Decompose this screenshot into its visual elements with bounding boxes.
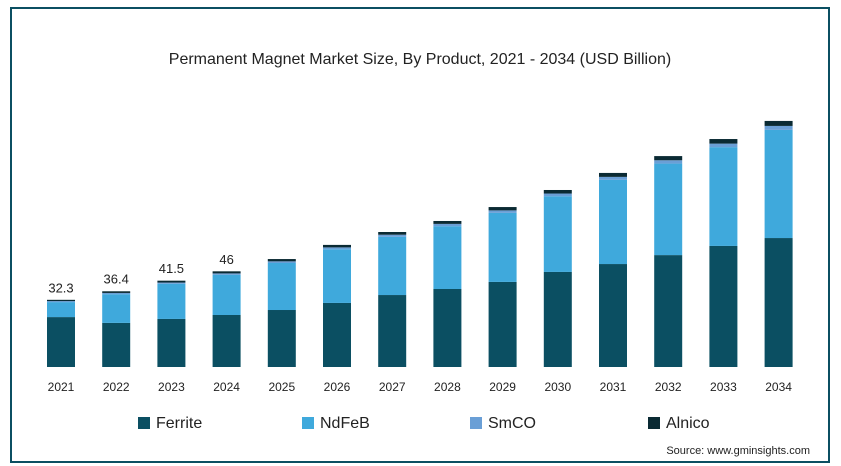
bar-segment: [267, 263, 296, 311]
x-tick-label: 2030: [544, 380, 571, 394]
bar-segment: [488, 212, 517, 282]
bar-segment: [543, 193, 572, 197]
legend-swatch: [138, 417, 150, 429]
x-tick-label: 2028: [434, 380, 461, 394]
bar-segment: [433, 289, 462, 367]
bar-segment: [157, 282, 186, 284]
bar-segment: [709, 143, 738, 148]
bar-segment: [323, 244, 351, 248]
x-tick-label: 2034: [765, 380, 792, 394]
x-tick-label: 2023: [158, 380, 185, 394]
bar-segment: [267, 310, 296, 367]
total-label: 41.5: [159, 261, 184, 276]
bar-segment: [599, 176, 627, 180]
legend-swatch: [302, 417, 314, 429]
bar-segment: [654, 163, 683, 256]
bar-segment: [157, 283, 186, 319]
bar-segment: [709, 245, 738, 367]
bar-segment: [543, 271, 572, 367]
bar-segment: [212, 271, 241, 274]
bar-segment: [157, 318, 186, 367]
bar-segment: [47, 317, 75, 367]
x-tick-label: 2025: [268, 380, 295, 394]
bar-segment: [488, 210, 517, 213]
bar-segment: [157, 280, 186, 283]
bar-segment: [543, 196, 572, 272]
bar-segment: [433, 226, 462, 289]
bar-segment: [212, 274, 241, 315]
bar-segment: [543, 189, 572, 194]
x-tick-label: 2029: [489, 380, 516, 394]
x-tick-label: 2021: [48, 380, 75, 394]
frame: [10, 7, 830, 463]
legend-label: SmCO: [488, 415, 536, 432]
total-label: 36.4: [104, 272, 129, 287]
bar-segment: [709, 147, 738, 246]
legend-swatch: [470, 417, 482, 429]
legend-label: NdFeB: [320, 415, 370, 432]
legend-label: Ferrite: [156, 415, 202, 432]
bar-segment: [378, 232, 407, 235]
bar-segment: [764, 238, 793, 367]
bar-segment: [212, 315, 241, 367]
bar-segment: [599, 264, 627, 367]
bar-segment: [378, 295, 407, 367]
x-tick-label: 2031: [600, 380, 627, 394]
total-label: 32.3: [48, 280, 73, 295]
bar-segment: [654, 255, 683, 367]
x-tick-label: 2027: [379, 380, 406, 394]
total-label: 46: [219, 252, 233, 267]
bar-segment: [102, 291, 131, 293]
bar-segment: [654, 156, 683, 161]
bar-segment: [102, 322, 131, 367]
chart-title: Permanent Magnet Market Size, By Product…: [169, 51, 671, 68]
bar-segment: [378, 234, 407, 237]
bar-segment: [47, 299, 75, 302]
bar-segment: [323, 247, 351, 250]
bar-segment: [764, 129, 793, 239]
x-tick-label: 2022: [103, 380, 130, 394]
bar-segment: [488, 207, 517, 211]
bar-segment: [378, 236, 407, 296]
bar-segment: [47, 302, 75, 318]
bar-segment: [212, 273, 241, 275]
x-tick-label: 2032: [655, 380, 682, 394]
bar-segment: [599, 172, 627, 177]
x-tick-label: 2026: [324, 380, 351, 394]
bar-segment: [599, 179, 627, 265]
legend-label: Alnico: [666, 415, 710, 432]
bar-segment: [488, 281, 517, 367]
bar-segment: [433, 223, 462, 227]
bar-segment: [323, 302, 351, 367]
bar-segment: [102, 292, 131, 295]
bar-segment: [654, 160, 683, 164]
bar-segment: [433, 220, 462, 224]
bar-segment: [764, 125, 793, 130]
bar-segment: [323, 249, 351, 303]
source: Source: www.gminsights.com: [666, 445, 810, 457]
x-tick-label: 2024: [213, 380, 240, 394]
x-tick-label: 2033: [710, 380, 737, 394]
bar-segment: [764, 120, 793, 126]
bar-segment: [709, 139, 738, 144]
bar-segment: [267, 261, 296, 263]
legend-swatch: [648, 417, 660, 429]
bar-segment: [47, 301, 75, 303]
bar-segment: [102, 294, 131, 323]
bar-segment: [267, 259, 296, 262]
